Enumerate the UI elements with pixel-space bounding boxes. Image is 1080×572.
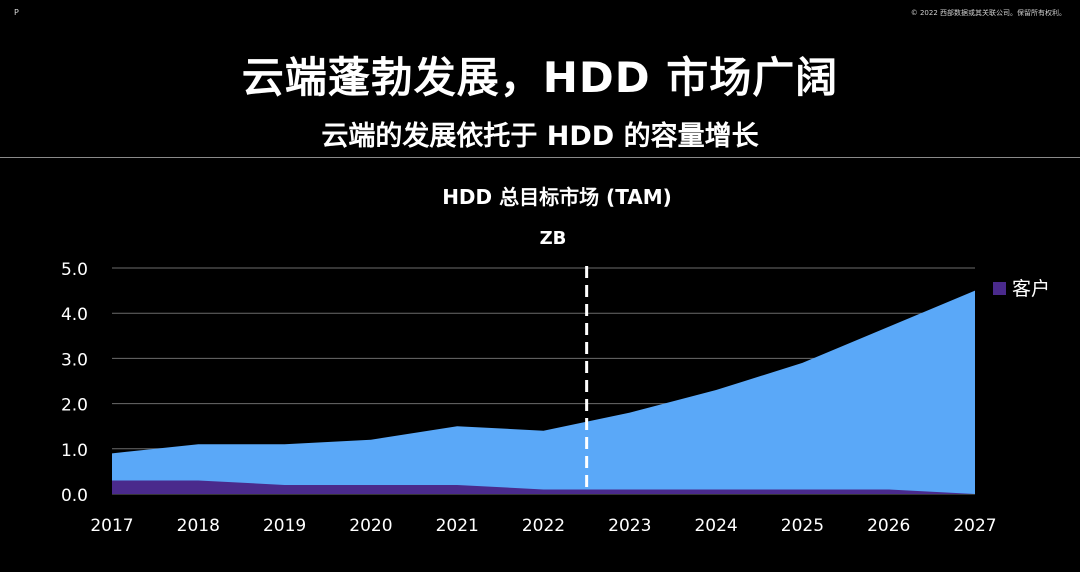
x-tick-label: 2018: [177, 516, 220, 536]
page-subtitle: 云端的发展依托于 HDD 的容量增长: [321, 121, 759, 152]
y-tick-label: 0.0: [61, 486, 88, 506]
x-tick-label: 2024: [694, 516, 737, 536]
corner-mark: P: [14, 8, 19, 17]
client-area: [112, 480, 975, 494]
x-tick-label: 2027: [953, 516, 996, 536]
x-tick-label: 2019: [263, 516, 306, 536]
y-tick-label: 4.0: [61, 305, 88, 325]
y-tick-label: 5.0: [61, 260, 88, 280]
x-tick-label: 2023: [608, 516, 651, 536]
x-tick-label: 2017: [90, 516, 133, 536]
x-tick-label: 2022: [522, 516, 565, 536]
page-title: 云端蓬勃发展，HDD 市场广阔: [241, 53, 839, 102]
x-tick-label: 2021: [436, 516, 479, 536]
legend-swatch-client: [993, 282, 1006, 295]
copyright-notice: © 2022 西部数据或其关联公司。保留所有权利。: [910, 9, 1066, 17]
y-tick-label: 2.0: [61, 396, 88, 416]
y-axis-unit-label: ZB: [540, 228, 567, 249]
header-divider: [0, 157, 1080, 158]
legend-label-client: 客户: [1012, 278, 1050, 300]
y-tick-label: 3.0: [61, 350, 88, 370]
x-tick-label: 2026: [867, 516, 910, 536]
x-tick-label: 2020: [349, 516, 392, 536]
y-tick-label: 1.0: [61, 441, 88, 461]
total-tam-area: [112, 290, 975, 494]
x-tick-label: 2025: [781, 516, 824, 536]
chart-title: HDD 总目标市场 (TAM): [442, 185, 672, 209]
